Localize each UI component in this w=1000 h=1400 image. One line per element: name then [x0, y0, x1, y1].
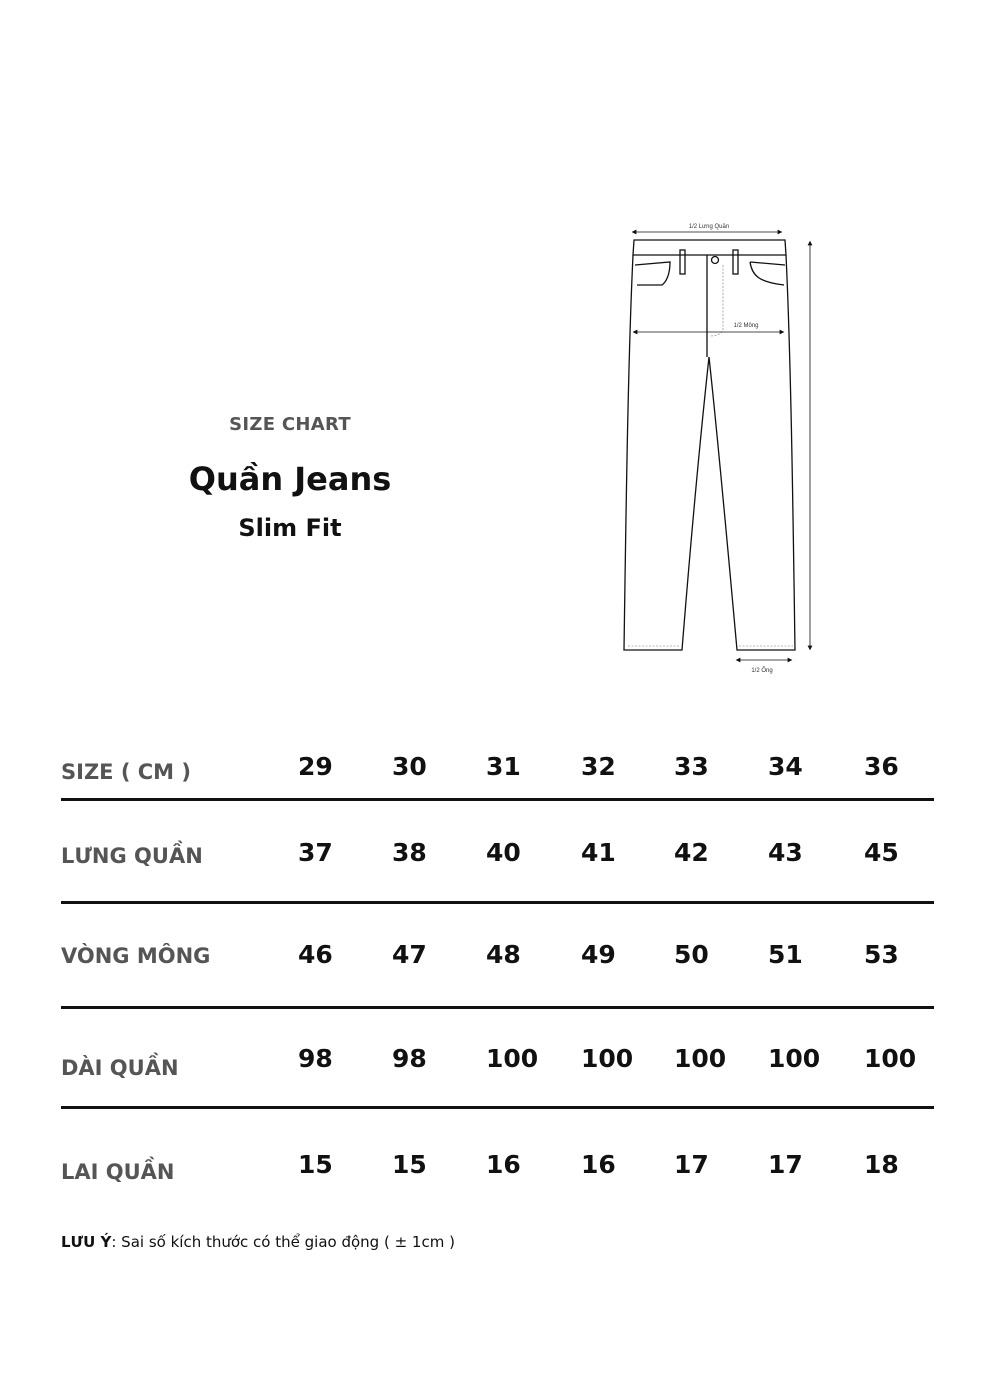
row-divider — [61, 901, 934, 904]
value-cell: 98 — [392, 1044, 427, 1073]
value-cell: 45 — [864, 838, 899, 867]
tolerance-note: LƯU Ý: Sai số kích thước có thể giao độn… — [61, 1233, 455, 1251]
product-title: Quần Jeans — [188, 460, 392, 498]
value-cell: 50 — [674, 940, 709, 969]
size-cell: 33 — [674, 752, 709, 781]
product-fit: Slim Fit — [238, 514, 342, 542]
value-cell: 43 — [768, 838, 803, 867]
size-chart-eyebrow: SIZE CHART — [229, 414, 351, 435]
jeans-outline — [623, 239, 796, 651]
row-label: LƯNG QUẦN — [61, 844, 203, 868]
size-cell: 31 — [486, 752, 521, 781]
row-label: DÀI QUẦN — [61, 1056, 179, 1080]
size-cell: 32 — [581, 752, 616, 781]
value-cell: 37 — [298, 838, 333, 867]
value-cell: 15 — [298, 1150, 333, 1179]
value-cell: 100 — [486, 1044, 539, 1073]
value-cell: 17 — [768, 1150, 803, 1179]
value-cell: 38 — [392, 838, 427, 867]
value-cell: 40 — [486, 838, 521, 867]
row-label: LAI QUẦN — [61, 1160, 175, 1184]
value-cell: 49 — [581, 940, 616, 969]
value-cell: 53 — [864, 940, 899, 969]
note-text: : Sai số kích thước có thể giao động ( ±… — [111, 1233, 455, 1251]
hem-label: 1/2 Ống — [751, 667, 772, 674]
note-label: LƯU Ý — [61, 1233, 112, 1251]
value-cell: 46 — [298, 940, 333, 969]
size-cell: 36 — [864, 752, 899, 781]
size-cell: 34 — [768, 752, 803, 781]
value-cell: 100 — [768, 1044, 821, 1073]
table-row: DÀI QUẦN 98 98 100 100 100 100 100 — [61, 1044, 934, 1104]
jeans-measurement-diagram: 1/2 Lưng Quần 1/2 Mông 1/2 Ống — [623, 224, 813, 674]
size-header-label: SIZE ( CM ) — [61, 760, 191, 784]
table-row: LƯNG QUẦN 37 38 40 41 42 43 45 — [61, 838, 934, 898]
size-cell: 30 — [392, 752, 427, 781]
value-cell: 48 — [486, 940, 521, 969]
value-cell: 47 — [392, 940, 427, 969]
row-divider — [61, 798, 934, 801]
hip-label: 1/2 Mông — [733, 323, 758, 329]
row-label: VÒNG MÔNG — [61, 944, 211, 968]
table-row: LAI QUẦN 15 15 16 16 17 17 18 — [61, 1150, 934, 1210]
value-cell: 98 — [298, 1044, 333, 1073]
value-cell: 41 — [581, 838, 616, 867]
waist-label: 1/2 Lưng Quần — [689, 224, 729, 230]
value-cell: 17 — [674, 1150, 709, 1179]
value-cell: 100 — [864, 1044, 917, 1073]
value-cell: 100 — [581, 1044, 634, 1073]
value-cell: 16 — [486, 1150, 521, 1179]
value-cell: 18 — [864, 1150, 899, 1179]
row-divider — [61, 1106, 934, 1109]
value-cell: 15 — [392, 1150, 427, 1179]
row-divider — [61, 1006, 934, 1009]
table-row: VÒNG MÔNG 46 47 48 49 50 51 53 — [61, 940, 934, 1000]
value-cell: 16 — [581, 1150, 616, 1179]
value-cell: 51 — [768, 940, 803, 969]
value-cell: 100 — [674, 1044, 727, 1073]
size-cell: 29 — [298, 752, 333, 781]
value-cell: 42 — [674, 838, 709, 867]
table-header-row: SIZE ( CM ) 29 30 31 32 33 34 36 — [61, 752, 934, 812]
